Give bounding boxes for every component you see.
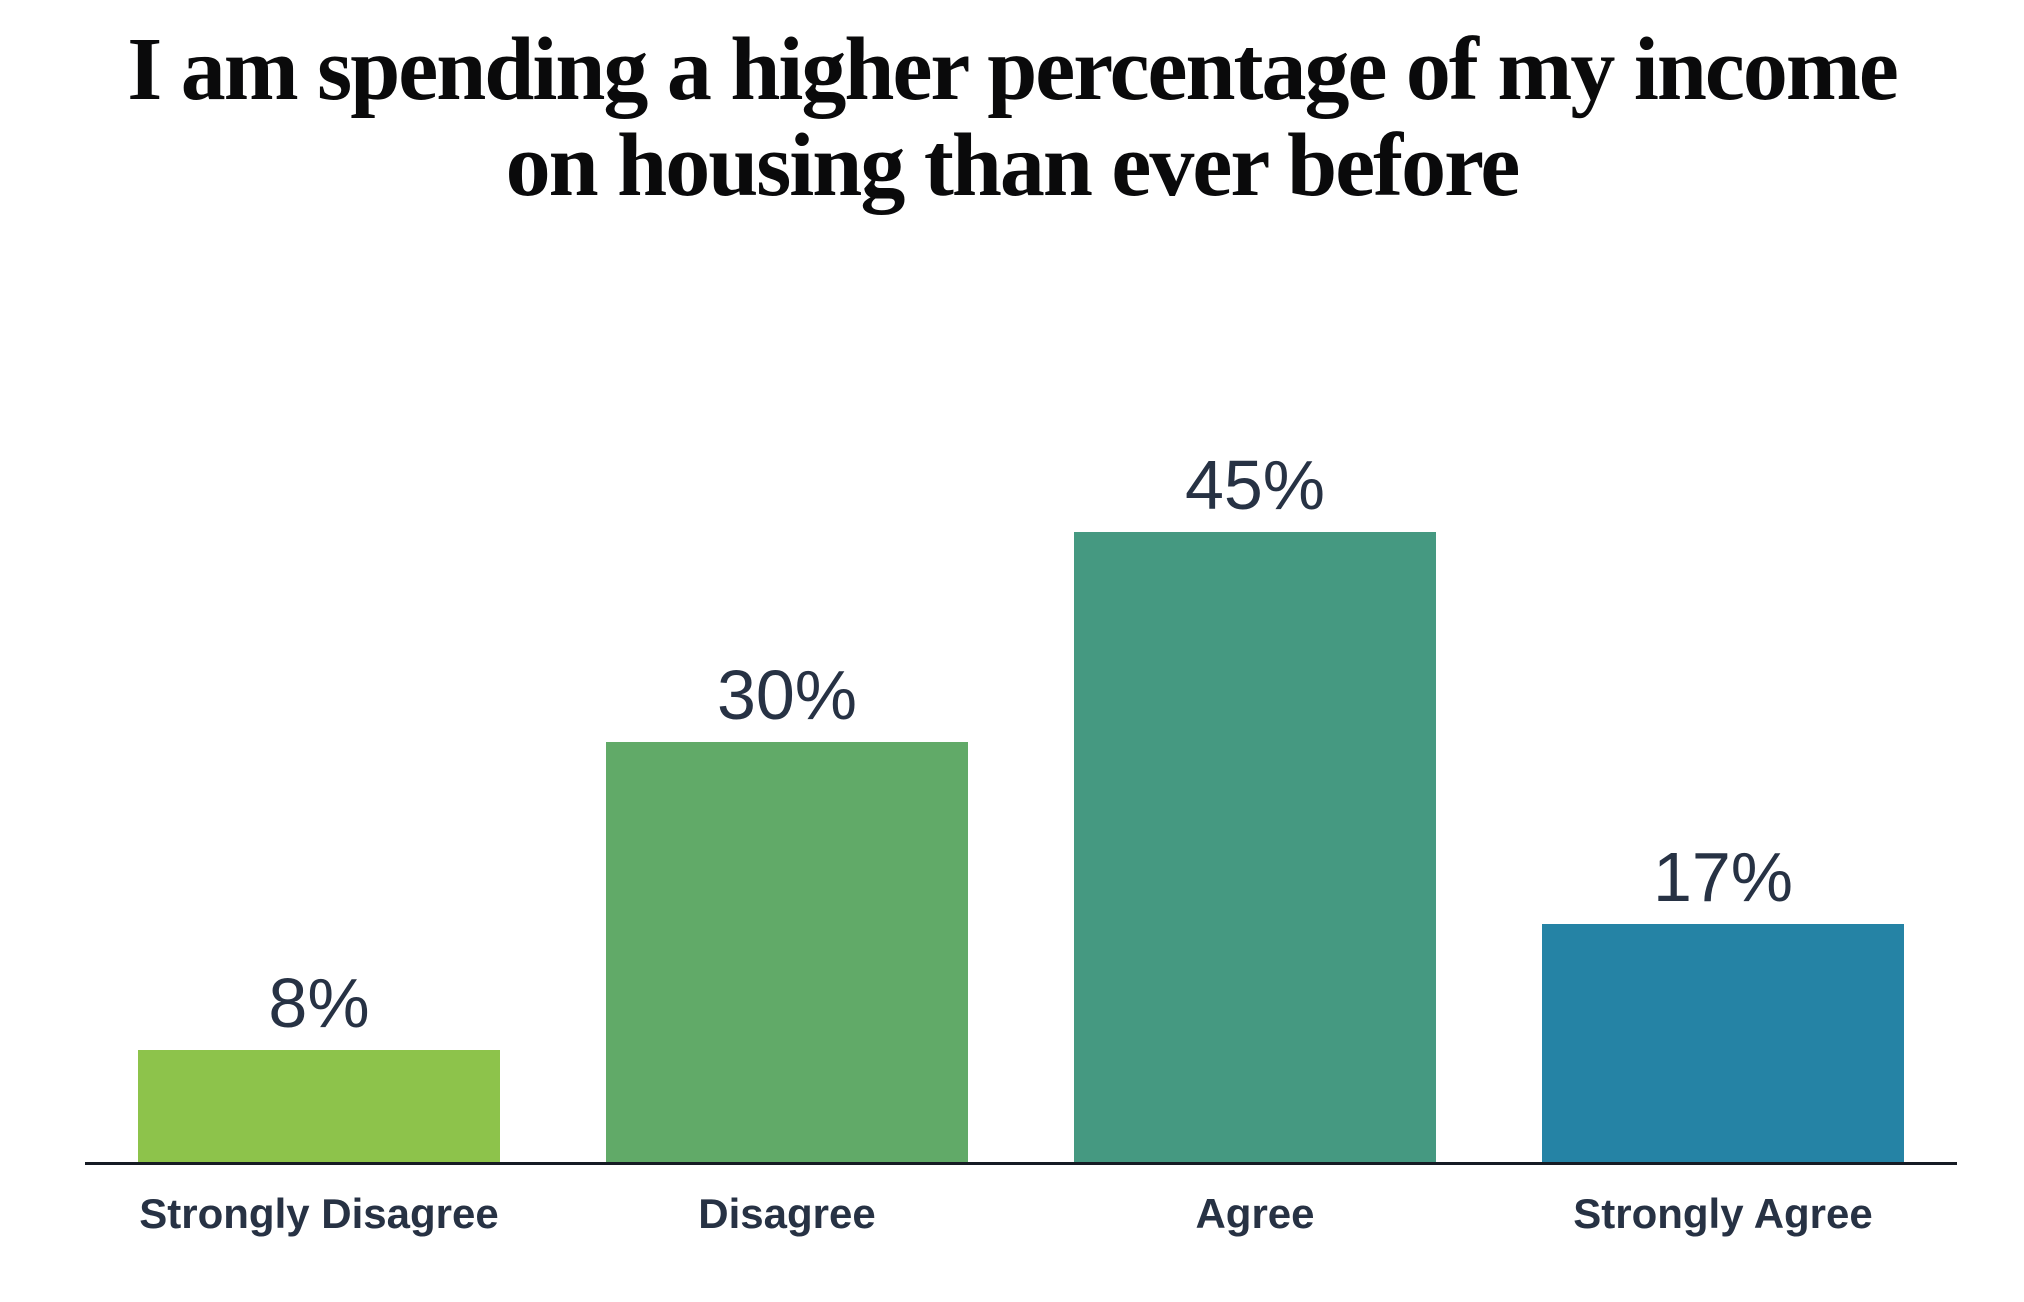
- bar-agree: [1074, 532, 1436, 1162]
- x-axis-label-strongly-agree: Strongly Agree: [1573, 1190, 1873, 1237]
- bar-group-strongly-agree: 17%: [1542, 842, 1904, 1162]
- value-label: 17%: [1652, 838, 1794, 916]
- x-axis-label-agree: Agree: [1195, 1190, 1315, 1237]
- x-axis-label-disagree: Disagree: [698, 1190, 876, 1237]
- bar-group-strongly-disagree: 8%: [138, 968, 500, 1162]
- x-axis-label-strongly-disagree: Strongly Disagree: [139, 1190, 499, 1237]
- chart-title: I am spending a higher percentage of my …: [0, 22, 2024, 214]
- bar-strongly-disagree: [138, 1050, 500, 1162]
- chart-title-line-2: on housing than ever before: [505, 116, 1521, 215]
- plot-area: 8% 30% 45% 17%: [85, 0, 1957, 1162]
- value-label: 30%: [716, 656, 858, 734]
- bar-disagree: [606, 742, 968, 1162]
- x-axis-labels: Strongly Disagree Disagree Agree Strongl…: [85, 1190, 1957, 1238]
- bar-group-disagree: 30%: [606, 660, 968, 1162]
- bar-group-agree: 45%: [1074, 450, 1436, 1162]
- value-label: 45%: [1184, 446, 1326, 524]
- x-axis-line: [85, 1162, 1957, 1165]
- bar-strongly-agree: [1542, 924, 1904, 1162]
- chart-title-line-1: I am spending a higher percentage of my …: [127, 20, 1899, 119]
- value-label: 8%: [268, 964, 370, 1042]
